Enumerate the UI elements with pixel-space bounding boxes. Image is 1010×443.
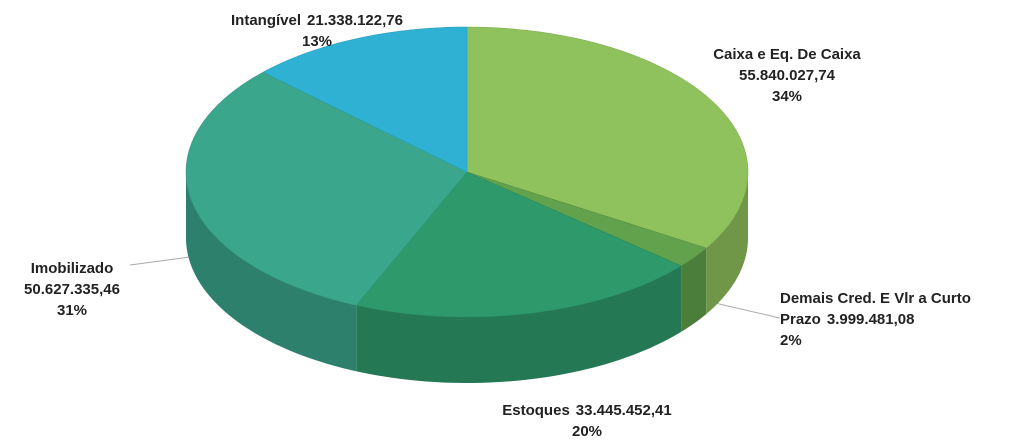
slice xyxy=(466,171,707,267)
percent-label: 2% xyxy=(780,332,802,349)
value-label: 3.999.481,08 xyxy=(826,311,915,328)
slice-side xyxy=(186,172,357,372)
slice-label: Demais Cred. E Vlr a Curto Prazo 3.999.48… xyxy=(780,288,1008,351)
percent-label: 20% xyxy=(571,423,603,440)
slice-label: Estoques 33.445.452,41 20% xyxy=(440,400,740,442)
slice-label: Caixa e Eq. De Caixa 55.840.027,74 34% xyxy=(680,44,900,107)
value-label: 55.840.027,74 xyxy=(739,67,835,84)
slice-label: Intangível 21.338.122,76 13% xyxy=(190,10,450,52)
category-label: Imobilizado xyxy=(30,260,114,277)
value-label: 50.627.335,46 xyxy=(24,281,120,298)
slice-side xyxy=(356,265,682,383)
category-label: Estoques xyxy=(502,402,570,419)
slice-side xyxy=(681,248,707,332)
slice xyxy=(262,26,468,173)
category-label: Intangível xyxy=(231,12,302,29)
pie-sides xyxy=(186,172,748,383)
percent-label: 34% xyxy=(771,88,803,105)
slice xyxy=(355,171,682,318)
slice xyxy=(466,26,749,249)
category-label: Caixa e Eq. De Caixa xyxy=(713,46,861,63)
slice xyxy=(185,71,468,306)
value-label: 33.445.452,41 xyxy=(575,402,672,419)
percent-label: 31% xyxy=(56,302,88,319)
percent-label: 13% xyxy=(301,33,333,50)
category-label: Demais Cred. E Vlr a Curto Prazo xyxy=(780,290,971,328)
value-label: 21.338.122,76 xyxy=(307,12,403,29)
slice-label: Imobilizado 50.627.335,46 31% xyxy=(0,258,150,321)
slice-side xyxy=(706,172,748,315)
pie-tops xyxy=(185,26,749,318)
leader-line xyxy=(714,302,781,319)
